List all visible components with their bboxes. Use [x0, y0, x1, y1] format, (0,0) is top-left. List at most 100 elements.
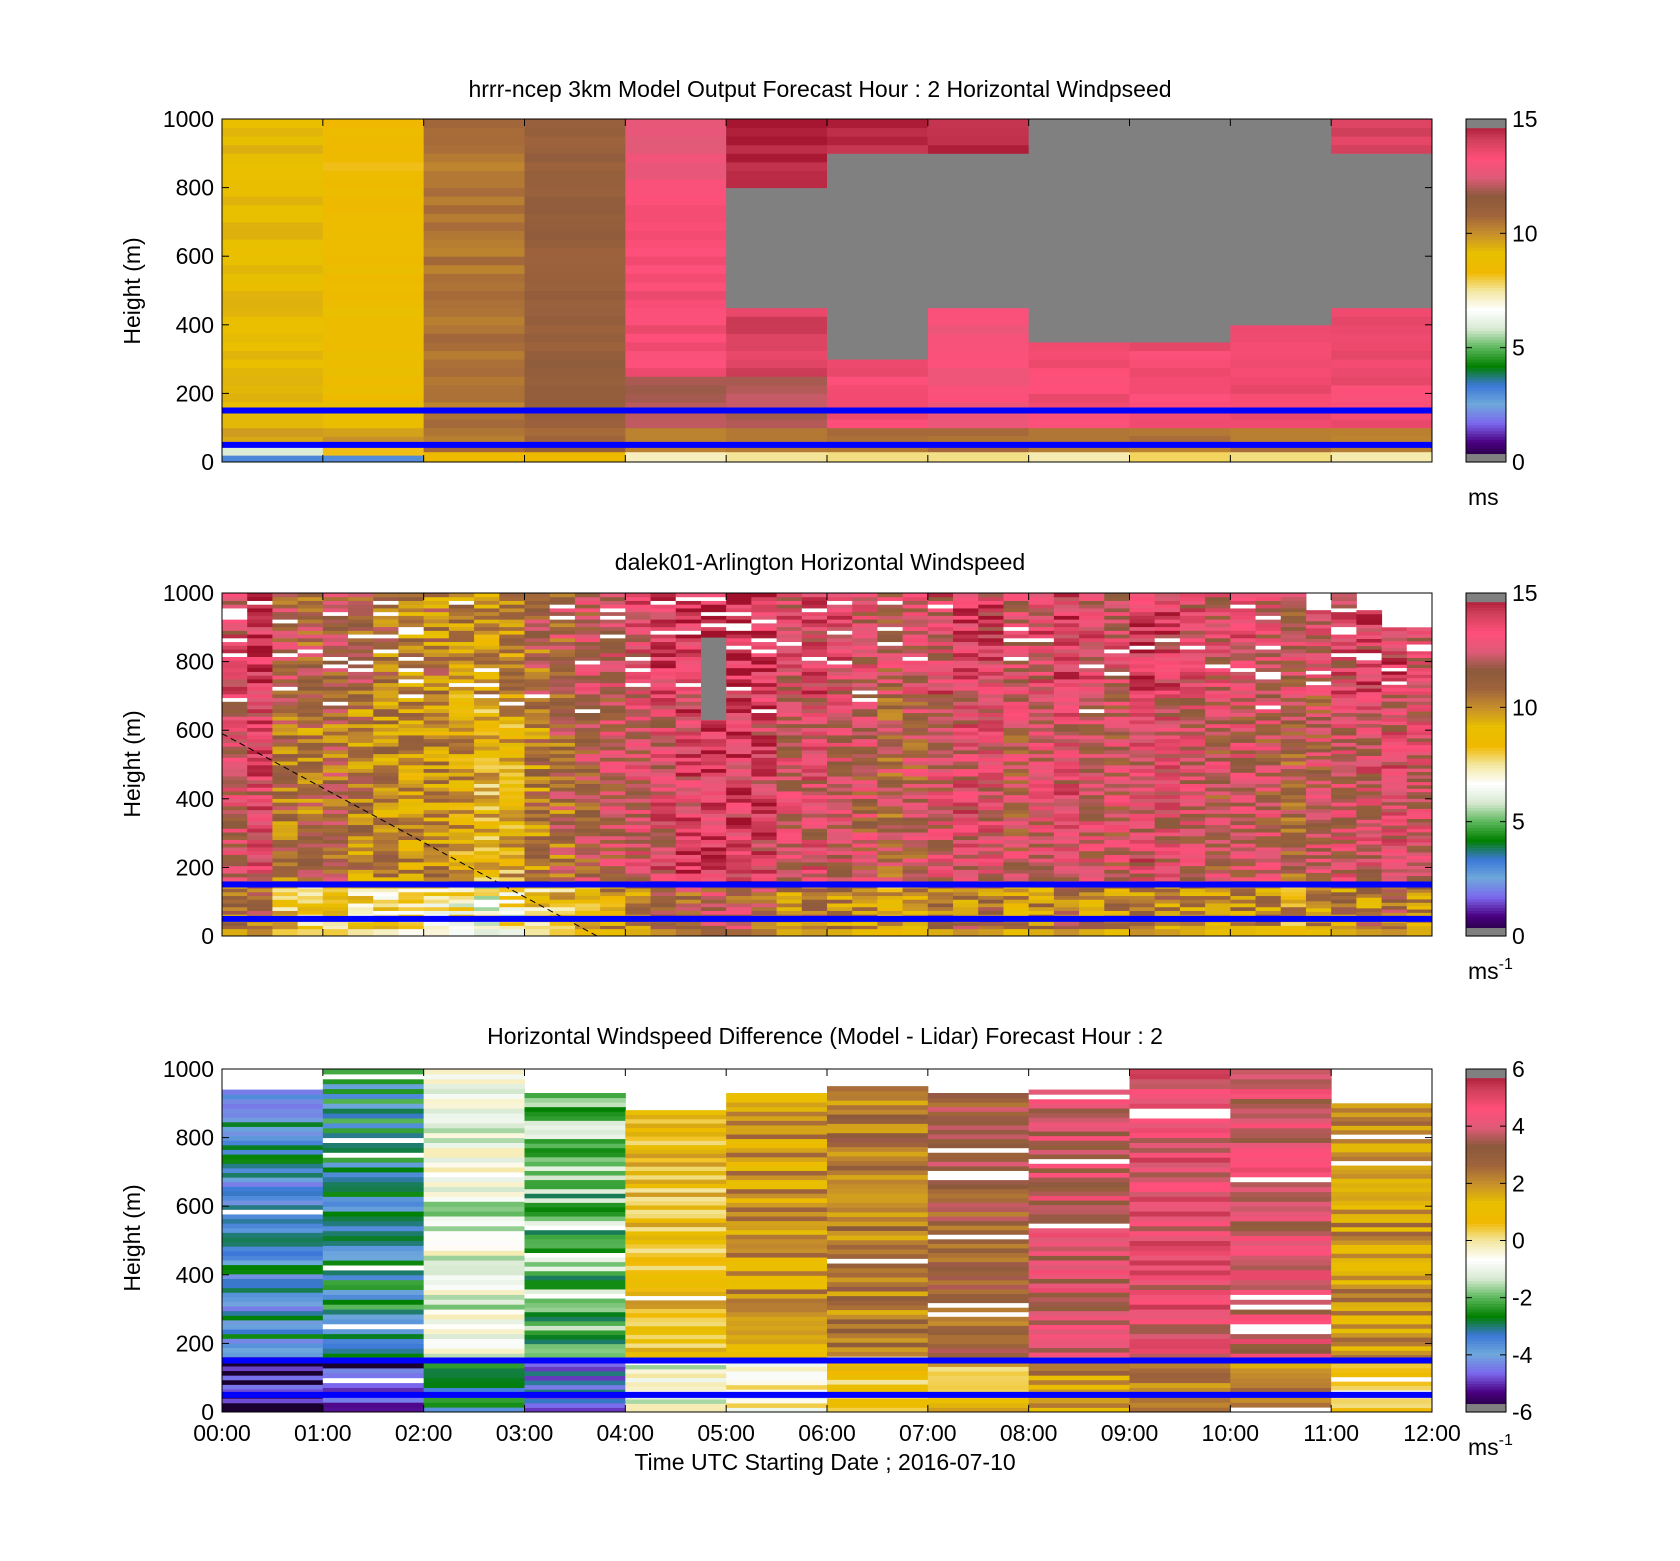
heatmap-cell: [751, 805, 778, 811]
heatmap-cell: [348, 738, 374, 743]
heatmap-cell: [801, 634, 828, 639]
heatmap-cell: [1381, 634, 1408, 638]
heatmap-cell: [1179, 790, 1206, 796]
heatmap-cell: [726, 790, 752, 796]
heatmap-cell: [348, 757, 374, 762]
heatmap-cell: [222, 876, 248, 882]
heatmap-cell: [600, 604, 626, 609]
heatmap-cell: [801, 854, 828, 859]
heatmap-cell: [1028, 727, 1055, 732]
heatmap-cell: [1230, 419, 1332, 429]
heatmap-cell: [978, 637, 1004, 643]
heatmap-cell: [423, 761, 450, 766]
heatmap-cell: [322, 854, 349, 859]
heatmap-cell: [726, 738, 752, 743]
heatmap-cell: [524, 619, 551, 624]
heatmap-cell: [902, 843, 929, 848]
colorbar-segment: [1466, 230, 1506, 234]
heatmap-cell: [827, 708, 853, 714]
heatmap-cell: [801, 888, 828, 893]
heatmap-cell: [1179, 738, 1206, 743]
heatmap-cell: [852, 925, 878, 930]
heatmap-cell: [1331, 451, 1433, 463]
heatmap-cell: [726, 239, 828, 249]
heatmap-cell: [423, 843, 450, 848]
heatmap-cell: [348, 761, 374, 766]
heatmap-cell: [827, 712, 853, 717]
heatmap-cell: [700, 824, 727, 829]
heatmap-cell: [247, 675, 273, 680]
heatmap-cell: [373, 697, 399, 702]
heatmap-cell: [675, 622, 702, 628]
heatmap-cell: [1154, 731, 1181, 736]
heatmap-cell: [953, 910, 979, 915]
heatmap-cell: [1028, 451, 1130, 463]
heatmap-cell: [549, 649, 576, 654]
heatmap-cell: [272, 619, 299, 624]
heatmap-cell: [322, 682, 349, 687]
heatmap-cell: [927, 873, 954, 878]
heatmap-cell: [348, 675, 374, 680]
heatmap-cell: [953, 746, 979, 751]
heatmap-cell: [751, 772, 778, 777]
heatmap-cell: [499, 776, 525, 781]
heatmap-cell: [373, 813, 399, 818]
heatmap-cell: [1305, 730, 1332, 735]
heatmap-cell: [827, 798, 853, 803]
heatmap-cell: [1356, 907, 1383, 912]
heatmap-cell: [1230, 835, 1257, 841]
heatmap-cell: [927, 136, 1030, 146]
heatmap-cell: [978, 876, 1004, 882]
heatmap-cell: [423, 350, 525, 360]
heatmap-cell: [1230, 891, 1257, 897]
heatmap-cell: [348, 869, 374, 874]
heatmap-cell: [549, 783, 576, 788]
heatmap-cell: [1053, 802, 1080, 807]
heatmap-cell: [247, 888, 273, 893]
heatmap-cell: [801, 761, 828, 766]
colorbar-segment: [1466, 453, 1506, 457]
heatmap-cell: [751, 820, 778, 826]
heatmap-cell: [222, 678, 248, 684]
heatmap-cell: [222, 817, 248, 822]
heatmap-cell: [549, 708, 576, 714]
heatmap-cell: [1205, 764, 1231, 770]
heatmap-cell: [272, 850, 299, 855]
heatmap-cell: [751, 738, 778, 743]
heatmap-cell: [927, 813, 954, 818]
heatmap-cell: [1079, 619, 1105, 624]
heatmap-cell: [1003, 899, 1030, 904]
heatmap-cell: [827, 663, 853, 669]
heatmap-cell: [1381, 808, 1408, 813]
heatmap-cell: [222, 697, 248, 702]
heatmap-cell: [625, 693, 652, 699]
heatmap-cell: [751, 798, 778, 803]
heatmap-cell: [1381, 852, 1408, 856]
heatmap-cell: [751, 787, 778, 792]
heatmap-cell: [448, 656, 475, 661]
heatmap-cell: [423, 682, 450, 687]
heatmap-cell: [222, 846, 248, 852]
heatmap-cell: [1028, 615, 1055, 620]
heatmap-cell: [499, 731, 525, 736]
heatmap-cell: [474, 850, 500, 855]
heatmap-cell: [1230, 705, 1257, 710]
heatmap-cell: [726, 153, 828, 163]
heatmap-cell: [1331, 839, 1357, 844]
heatmap-cell: [1230, 393, 1332, 403]
heatmap-cell: [1028, 817, 1055, 822]
heatmap-cell: [953, 757, 979, 762]
heatmap-cell: [1053, 813, 1080, 818]
heatmap-cell: [1154, 779, 1181, 784]
heatmap-cell: [398, 820, 425, 826]
heatmap-cell: [700, 850, 727, 855]
heatmap-cell: [1104, 779, 1130, 784]
heatmap-cell: [1230, 247, 1332, 257]
heatmap-cell: [1356, 730, 1383, 735]
heatmap-cell: [1381, 644, 1408, 648]
heatmap-cell: [1053, 678, 1080, 684]
heatmap-cell: [1028, 716, 1055, 721]
heatmap-cell: [1230, 805, 1257, 811]
heatmap-cell: [574, 727, 601, 732]
heatmap-cell: [827, 667, 853, 672]
